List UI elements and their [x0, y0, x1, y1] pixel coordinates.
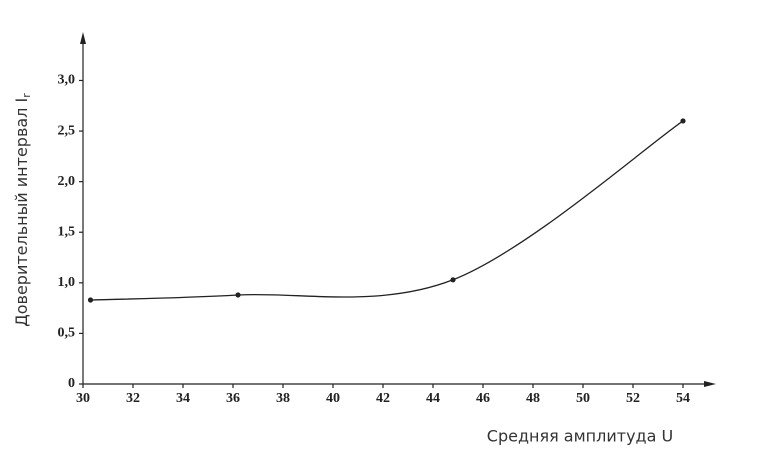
y-tick-label: 2,5 [58, 123, 76, 138]
x-tick-label: 50 [576, 391, 590, 406]
y-tick-label: 1,5 [58, 224, 76, 239]
y-tick-label: 0 [68, 376, 75, 391]
x-tick-label: 40 [326, 391, 340, 406]
x-tick-label: 42 [376, 391, 390, 406]
data-point [450, 277, 456, 283]
y-tick-label: 1,0 [58, 275, 76, 290]
data-point [680, 118, 686, 124]
y-tick-label: 3,0 [58, 73, 76, 88]
y-axis-label: Доверительный интервал Ir [12, 93, 34, 327]
x-axis-arrow [704, 381, 716, 387]
y-axis-arrow [80, 32, 86, 44]
y-axis-label-main: Доверительный интервал I [12, 98, 31, 327]
y-tick-label: 0,5 [58, 326, 76, 341]
x-tick-label: 30 [76, 391, 90, 406]
data-point [235, 292, 241, 298]
y-tick-label: 2,0 [58, 174, 76, 189]
x-tick-label: 44 [426, 391, 440, 406]
x-tick-label: 48 [526, 391, 540, 406]
data-point [87, 297, 94, 303]
x-tick-label: 54 [676, 391, 690, 406]
x-tick-label: 38 [276, 391, 290, 406]
x-axis-label: Средняя амплитуда U [487, 427, 673, 446]
x-tick-label: 34 [176, 391, 190, 406]
x-tick-label: 36 [226, 391, 240, 406]
data-line [90, 120, 684, 301]
x-tick-label: 46 [476, 391, 490, 406]
y-axis-label-sub: r [20, 93, 33, 98]
x-tick-label: 52 [626, 391, 640, 406]
x-tick-label: 32 [126, 391, 140, 406]
